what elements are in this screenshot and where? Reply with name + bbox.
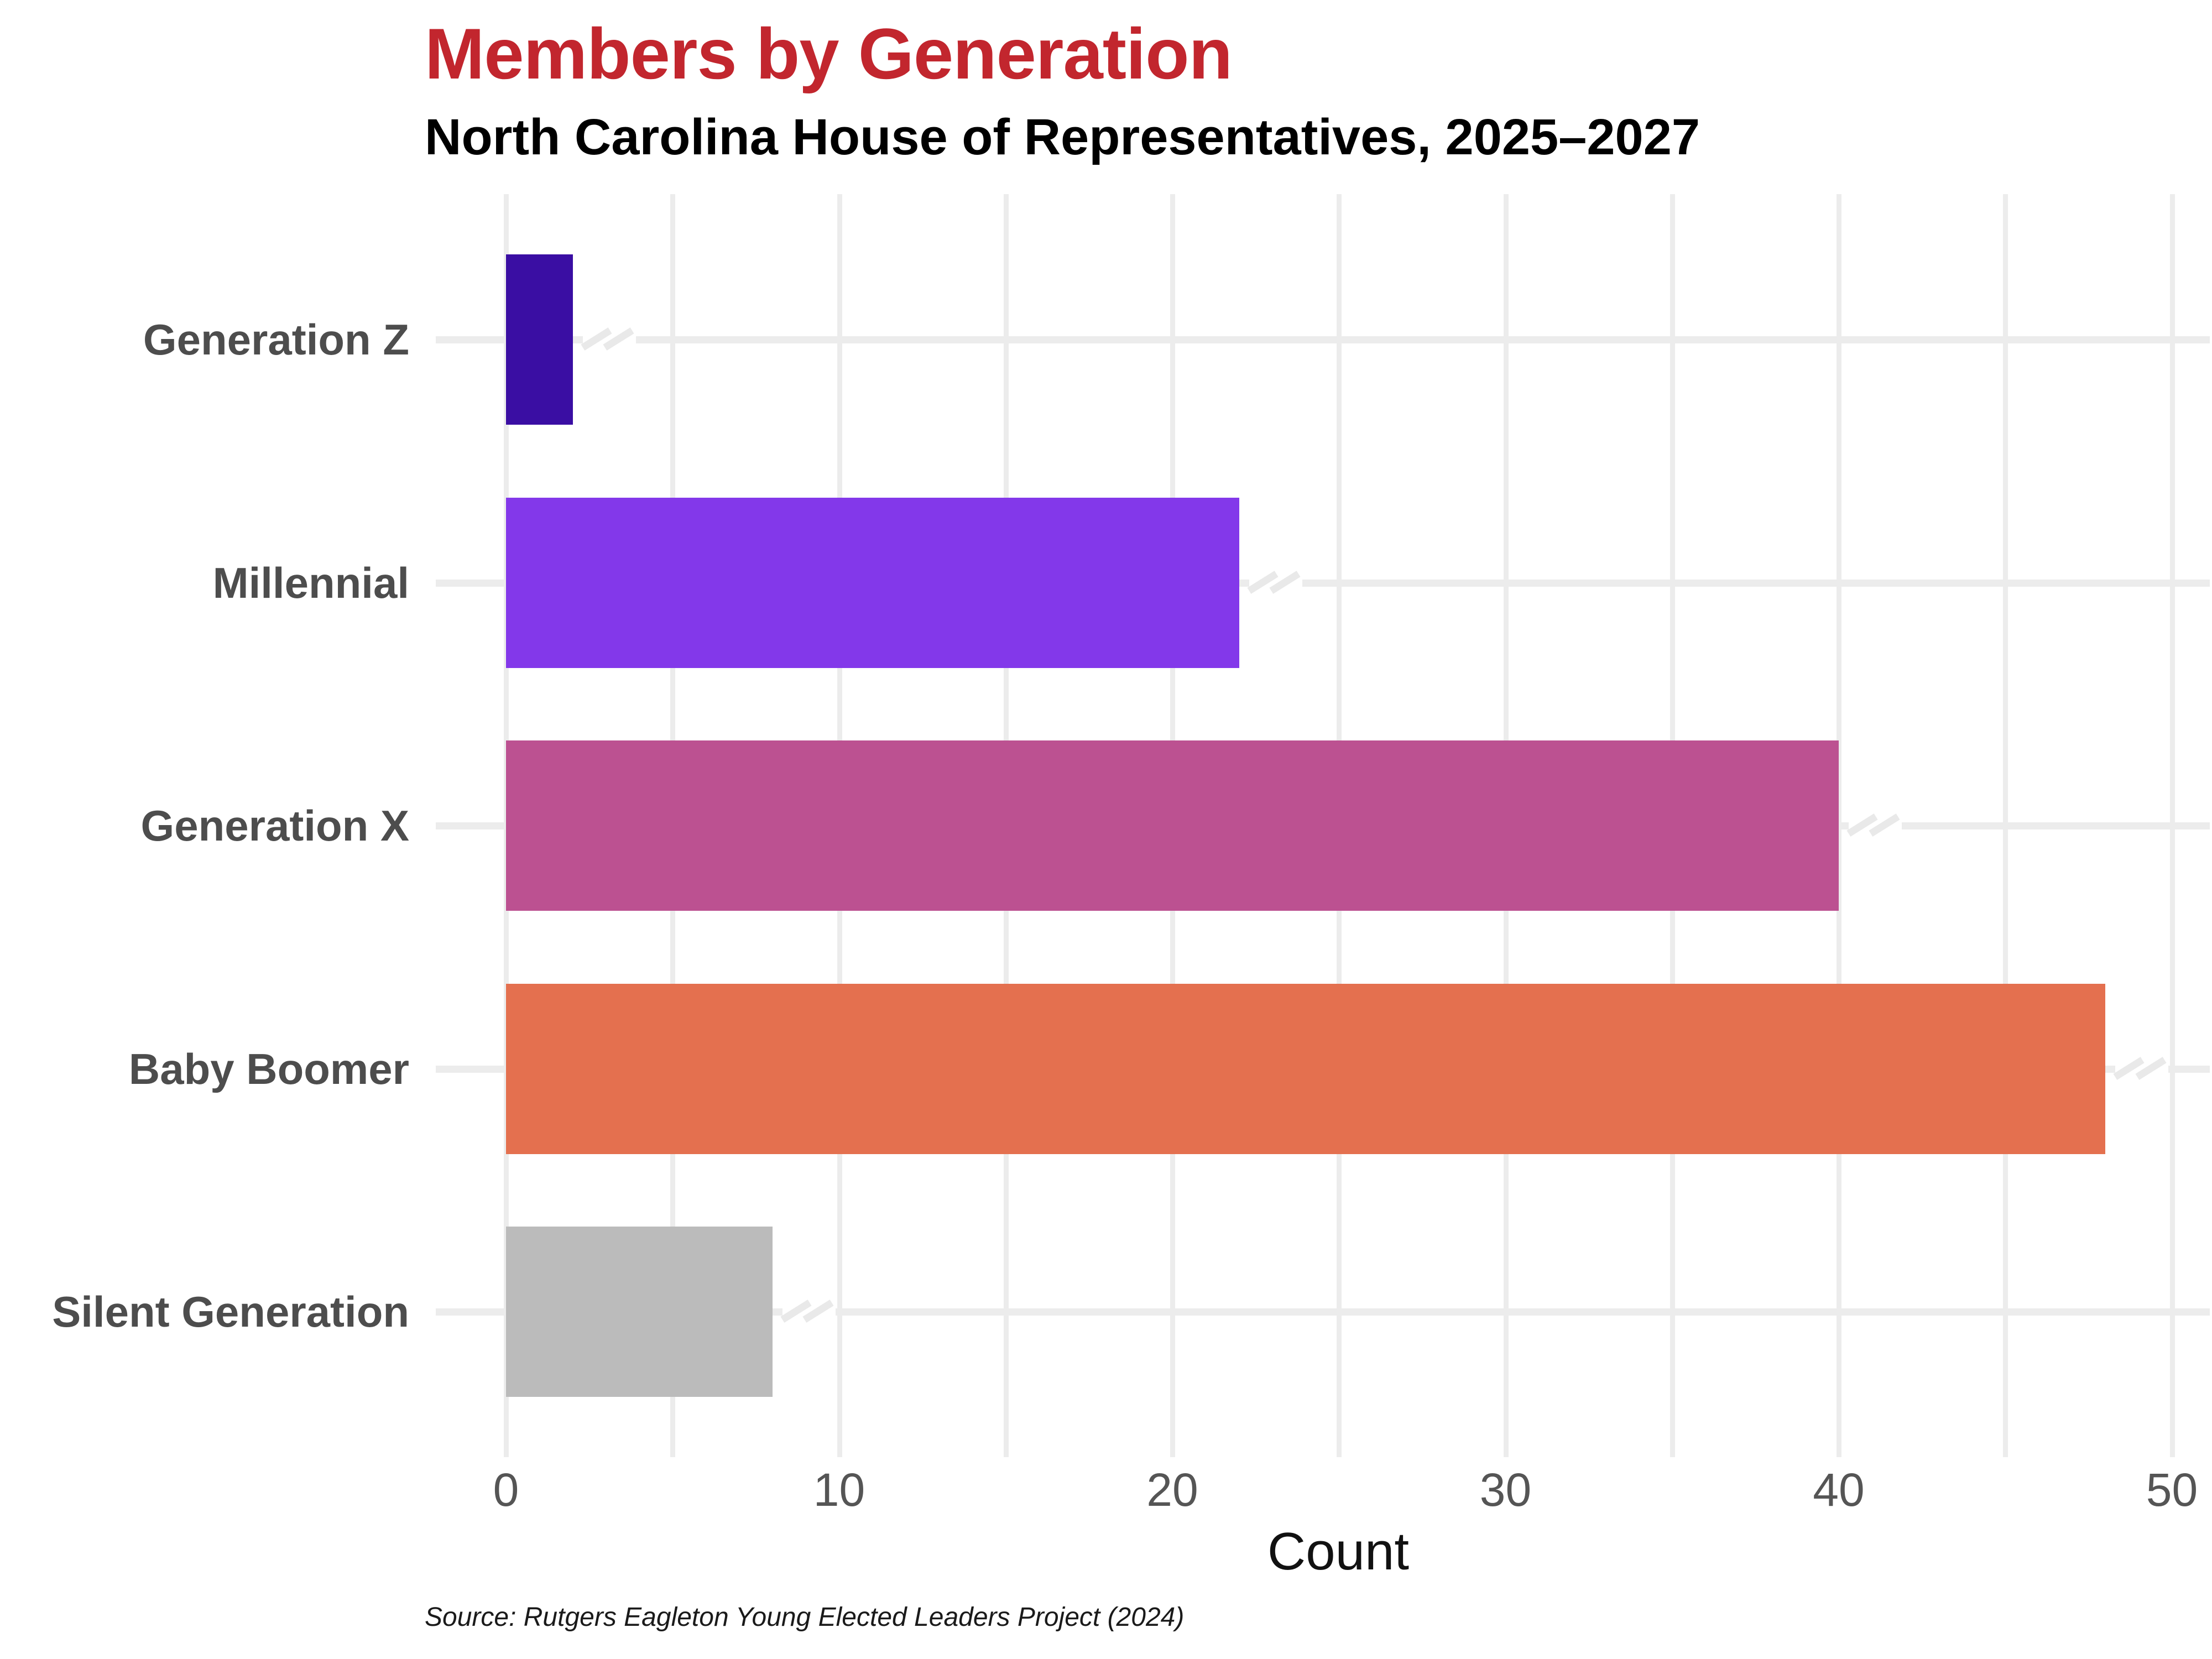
bar-baby-boomer <box>506 983 2105 1154</box>
gridline-sketch-break <box>780 1300 836 1324</box>
gridline-sketch-break <box>1846 813 1902 838</box>
x-tick-label-40: 40 <box>1813 1464 1865 1516</box>
chart-subtitle: North Carolina House of Representatives,… <box>425 109 1700 165</box>
gridline-sketch-break <box>580 327 636 352</box>
category-label-generation-z: Generation Z <box>143 315 409 364</box>
gridline-sketch-break <box>1246 570 1302 595</box>
x-tick-label-50: 50 <box>2146 1464 2198 1516</box>
x-axis-label: Count <box>1267 1522 1410 1581</box>
x-tick-label-30: 30 <box>1479 1464 1532 1516</box>
x-tick-label-10: 10 <box>813 1464 865 1516</box>
bar-generation-x <box>506 740 1839 911</box>
x-tick-label-20: 20 <box>1146 1464 1198 1516</box>
category-label-millennial: Millennial <box>212 558 409 607</box>
x-tick-label-0: 0 <box>493 1464 519 1516</box>
source-note: Source: Rutgers Eagleton Young Elected L… <box>425 1603 1185 1632</box>
bar-millennial <box>506 497 1239 668</box>
chart-title: Members by Generation <box>425 13 1233 94</box>
gridline-sketch-break <box>2113 1056 2168 1081</box>
bar-generation-z <box>506 254 573 425</box>
bar-silent-generation <box>506 1227 773 1397</box>
category-label-baby-boomer: Baby Boomer <box>128 1044 409 1093</box>
gridline-row-silent-generation <box>436 1308 2210 1316</box>
category-label-silent-generation: Silent Generation <box>52 1287 409 1336</box>
gridline-row-generation-z <box>436 336 2210 343</box>
category-label-generation-x: Generation X <box>140 801 409 850</box>
